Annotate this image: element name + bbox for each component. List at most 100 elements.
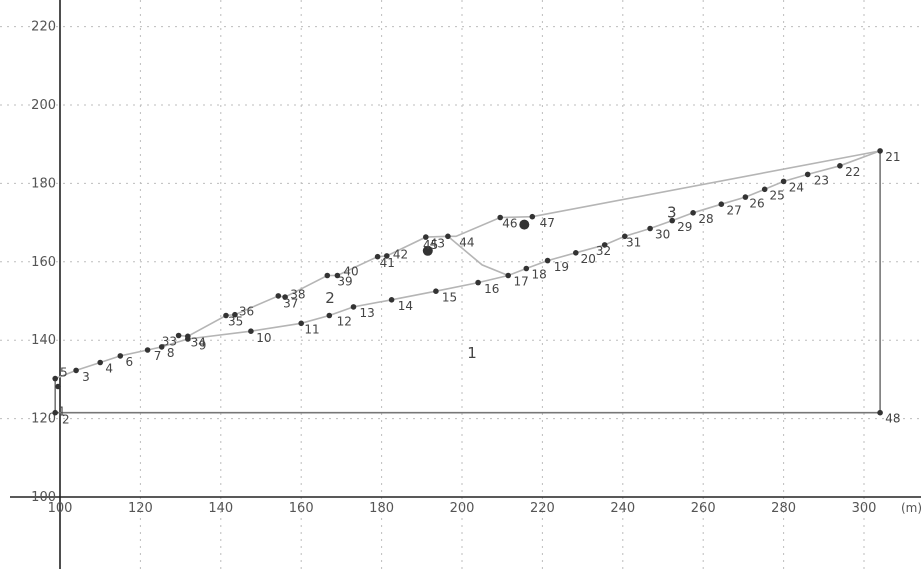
point-label-43: 43 <box>430 236 445 250</box>
point-label-2: 2 <box>62 412 70 426</box>
point-label-4: 4 <box>105 362 113 376</box>
x-tick-label-260: 260 <box>691 501 716 516</box>
tick-labels: 100 120 140 160 180 200 220 240 260 280 3001001201… <box>31 20 876 516</box>
point-label-17: 17 <box>514 275 529 289</box>
point-36 <box>232 311 238 318</box>
region-labels: 123 <box>325 204 676 363</box>
point-label-31: 31 <box>626 236 641 250</box>
point-7 <box>144 347 151 353</box>
point-43 <box>423 234 429 240</box>
point-37 <box>282 294 288 300</box>
point-19 <box>544 257 551 264</box>
point-label-15: 15 <box>442 290 457 304</box>
point-30 <box>647 225 653 232</box>
point-label-24: 24 <box>789 181 804 195</box>
point-6 <box>117 353 124 359</box>
point-label-41: 41 <box>380 256 395 270</box>
point-label-6: 6 <box>126 355 134 369</box>
point-2 <box>55 383 61 390</box>
y-tick-label-140: 140 <box>31 333 56 348</box>
connection-line-3 <box>447 235 509 277</box>
survey-points <box>52 148 883 416</box>
point-27 <box>718 201 725 207</box>
point-label-25: 25 <box>770 189 785 203</box>
point-5 <box>52 375 58 382</box>
point-41 <box>374 253 381 260</box>
x-tick-label-220: 220 <box>530 501 555 516</box>
point-label-7: 7 <box>154 349 162 363</box>
point-18 <box>523 265 530 272</box>
point-label-14: 14 <box>398 299 413 313</box>
point-39 <box>334 272 341 279</box>
point-10 <box>248 328 254 335</box>
point-label-27: 27 <box>727 203 742 217</box>
point-label-36: 36 <box>239 305 254 319</box>
point-label-8: 8 <box>167 346 175 360</box>
large-point-2 <box>519 219 530 230</box>
point-48 <box>877 409 883 416</box>
x-tick-label-180: 180 <box>369 501 394 516</box>
x-tick-label-240: 240 <box>610 501 635 516</box>
point-label-12: 12 <box>337 315 352 329</box>
y-tick-label-120: 120 <box>31 412 56 427</box>
region-label-1: 1 <box>467 344 477 362</box>
x-tick-label-200: 200 <box>450 501 475 516</box>
point-47 <box>529 213 536 220</box>
point-31 <box>622 233 628 240</box>
region-label-3: 3 <box>667 204 677 222</box>
point-22 <box>837 163 843 169</box>
y-tick-label-220: 220 <box>31 20 56 35</box>
y-tick-label-200: 200 <box>31 98 56 113</box>
point-label-33: 33 <box>162 335 177 349</box>
x-tick-label-120: 120 <box>128 501 153 516</box>
y-tick-label-160: 160 <box>31 255 56 270</box>
point-label-1: 1 <box>58 405 66 419</box>
point-44 <box>445 233 451 240</box>
point-26 <box>742 194 749 200</box>
point-13 <box>350 304 357 310</box>
point-25 <box>761 186 768 193</box>
point-label-35: 35 <box>228 315 243 329</box>
y-tick-label-180: 180 <box>31 176 56 191</box>
point-38 <box>275 293 282 299</box>
point-1 <box>52 409 58 416</box>
point-label-21: 21 <box>885 150 900 164</box>
point-label-16: 16 <box>484 282 499 296</box>
region-label-2: 2 <box>325 289 335 307</box>
point-label-32: 32 <box>596 244 611 258</box>
point-42 <box>384 253 390 259</box>
point-label-34: 34 <box>191 336 206 350</box>
point-label-38: 38 <box>290 287 305 301</box>
point-29 <box>669 217 675 224</box>
point-label-9: 9 <box>199 339 207 353</box>
point-15 <box>433 288 439 295</box>
point-label-37: 37 <box>283 296 298 310</box>
point-label-22: 22 <box>845 165 860 179</box>
point-label-5: 5 <box>60 365 68 379</box>
point-label-30: 30 <box>655 228 670 242</box>
point-12 <box>326 312 333 319</box>
point-label-40: 40 <box>343 265 358 279</box>
point-label-28: 28 <box>698 212 713 226</box>
point-label-10: 10 <box>256 331 271 345</box>
x-tick-label-100: 100 <box>48 501 73 516</box>
point-label-47: 47 <box>540 216 555 230</box>
x-tick-label-280: 280 <box>771 501 796 516</box>
point-label-45: 45 <box>423 238 438 252</box>
connection-lines <box>54 150 881 414</box>
point-11 <box>298 320 305 327</box>
point-label-42: 42 <box>393 247 408 261</box>
point-33 <box>175 332 182 339</box>
point-label-20: 20 <box>581 252 596 266</box>
point-label-23: 23 <box>814 174 829 188</box>
point-label-19: 19 <box>554 260 569 274</box>
point-label-39: 39 <box>337 275 352 289</box>
point-label-44: 44 <box>459 236 474 250</box>
axes <box>10 0 921 569</box>
point-14 <box>388 297 395 303</box>
point-label-48: 48 <box>885 412 900 426</box>
point-label-3: 3 <box>82 370 90 384</box>
y-tick-label-100: 100 <box>31 490 56 505</box>
x-tick-label-160: 160 <box>289 501 314 516</box>
